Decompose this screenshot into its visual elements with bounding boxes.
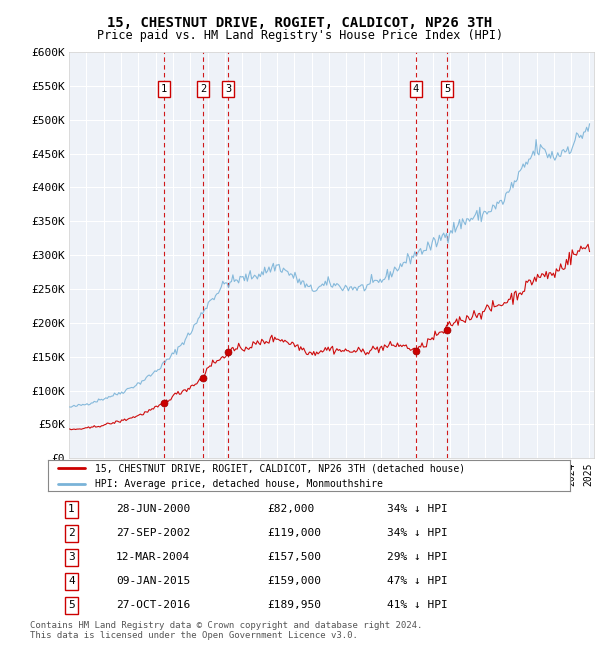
- Text: 47% ↓ HPI: 47% ↓ HPI: [388, 577, 448, 586]
- Text: HPI: Average price, detached house, Monmouthshire: HPI: Average price, detached house, Monm…: [95, 479, 383, 489]
- Text: £119,000: £119,000: [267, 528, 321, 538]
- Text: 5: 5: [68, 601, 75, 610]
- Text: 15, CHESTNUT DRIVE, ROGIET, CALDICOT, NP26 3TH (detached house): 15, CHESTNUT DRIVE, ROGIET, CALDICOT, NP…: [95, 463, 465, 473]
- Text: £189,950: £189,950: [267, 601, 321, 610]
- Text: 12-MAR-2004: 12-MAR-2004: [116, 552, 190, 562]
- Text: 27-SEP-2002: 27-SEP-2002: [116, 528, 190, 538]
- Text: 34% ↓ HPI: 34% ↓ HPI: [388, 504, 448, 514]
- Text: 1: 1: [68, 504, 75, 514]
- Text: £82,000: £82,000: [267, 504, 314, 514]
- Text: 5: 5: [444, 84, 450, 94]
- Text: £157,500: £157,500: [267, 552, 321, 562]
- Text: 2: 2: [200, 84, 206, 94]
- Text: 34% ↓ HPI: 34% ↓ HPI: [388, 528, 448, 538]
- Text: 3: 3: [225, 84, 232, 94]
- Text: Contains HM Land Registry data © Crown copyright and database right 2024.
This d: Contains HM Land Registry data © Crown c…: [30, 621, 422, 640]
- Text: 1: 1: [161, 84, 167, 94]
- Text: £159,000: £159,000: [267, 577, 321, 586]
- Text: 28-JUN-2000: 28-JUN-2000: [116, 504, 190, 514]
- Text: 09-JAN-2015: 09-JAN-2015: [116, 577, 190, 586]
- Text: 15, CHESTNUT DRIVE, ROGIET, CALDICOT, NP26 3TH: 15, CHESTNUT DRIVE, ROGIET, CALDICOT, NP…: [107, 16, 493, 31]
- Text: 2: 2: [68, 528, 75, 538]
- Text: 41% ↓ HPI: 41% ↓ HPI: [388, 601, 448, 610]
- Text: 3: 3: [68, 552, 75, 562]
- Text: 4: 4: [68, 577, 75, 586]
- Text: Price paid vs. HM Land Registry's House Price Index (HPI): Price paid vs. HM Land Registry's House …: [97, 29, 503, 42]
- Text: 27-OCT-2016: 27-OCT-2016: [116, 601, 190, 610]
- Text: 29% ↓ HPI: 29% ↓ HPI: [388, 552, 448, 562]
- Text: 4: 4: [413, 84, 419, 94]
